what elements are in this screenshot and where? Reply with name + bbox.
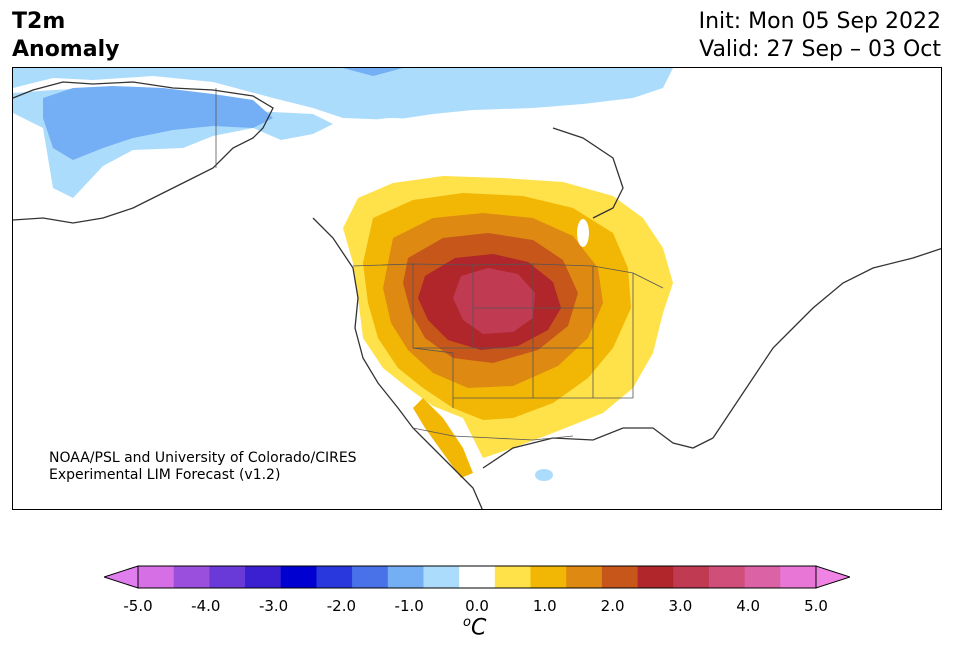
colorbar-tick-label: -4.0 (191, 597, 221, 615)
colorbar-swatch (209, 566, 246, 588)
colorbar-tick-label: 2.0 (600, 597, 625, 615)
colorbar-swatch (494, 566, 532, 588)
political-borders (215, 88, 664, 441)
title-line1: T2m (12, 9, 66, 34)
colorbar-tick-label: -3.0 (258, 597, 289, 615)
cool-region-outer (13, 68, 673, 120)
cool-region-canada-core (343, 68, 403, 76)
cool-anomaly-layer (13, 68, 673, 481)
colorbar-over-arrow (815, 565, 850, 589)
cool-spot-gulf (535, 469, 553, 481)
lake-winnipeg (577, 219, 589, 247)
colorbar-swatch (708, 566, 746, 588)
colorbar-swatch (423, 566, 460, 588)
lakes (371, 118, 589, 247)
colorbar-unit: oC (463, 615, 486, 640)
map-title: T2m Anomaly (12, 8, 119, 64)
colorbar-tick-label: -1.0 (394, 597, 424, 615)
init-date: Init: Mon 05 Sep 2022 (698, 9, 941, 34)
coastline-west-us (312, 217, 483, 509)
colorbar-tick-label: 4.0 (736, 597, 761, 615)
unit-letter: C (470, 615, 487, 641)
colorbar-under-arrow (104, 565, 139, 589)
colorbar-swatches (138, 566, 817, 588)
colorbar-swatch (173, 566, 210, 588)
colorbar-swatch (387, 566, 424, 588)
colorbar-tick-label: 3.0 (668, 597, 693, 615)
cool-region-alaska-core (43, 86, 273, 160)
colorbar-swatch (245, 566, 282, 588)
colorbar-swatch (316, 566, 353, 588)
map-canvas (13, 68, 941, 509)
credit-line1: NOAA/PSL and University of Colorado/CIRE… (49, 450, 357, 466)
colorbar-swatch (138, 566, 175, 588)
colorbar-swatch (744, 566, 781, 588)
title-line2: Anomaly (12, 37, 120, 62)
colorbar-swatch (280, 566, 317, 588)
valid-date: Valid: 27 Sep – 03 Oct (699, 37, 941, 62)
colorbar-swatch (637, 566, 674, 588)
colorbar-tick-label: -2.0 (326, 597, 357, 615)
colorbar-tick-label: 0.0 (465, 597, 489, 615)
colorbar-tick-label: 5.0 (804, 597, 828, 615)
warm-tail-baja (413, 398, 473, 478)
colorbar-tick-label: -5.0 (123, 597, 153, 615)
colorbar-swatch (780, 566, 817, 588)
colorbar-swatch (459, 566, 496, 588)
forecast-dates: Init: Mon 05 Sep 2022 Valid: 27 Sep – 03… (699, 8, 941, 64)
colorbar-swatch (352, 566, 389, 588)
credit-text: NOAA/PSL and University of Colorado/CIRE… (49, 450, 357, 484)
warm-contour-3p5 (453, 268, 535, 334)
great-slave-lake (371, 118, 415, 128)
colorbar (104, 565, 850, 589)
colorbar-tick-label: 1.0 (532, 597, 557, 615)
unit-superscript: o (463, 615, 471, 630)
colorbar-swatch (673, 566, 710, 588)
credit-line2: Experimental LIM Forecast (v1.2) (49, 467, 281, 483)
state-borders (412, 264, 634, 408)
coastline-gulf (482, 427, 714, 469)
coastline-hudson (552, 127, 624, 219)
coastlines (13, 81, 941, 509)
border-us-mexico (412, 427, 574, 441)
colorbar-swatch (566, 566, 603, 588)
warm-anomaly-layer (343, 176, 673, 478)
anomaly-map (12, 67, 942, 510)
colorbar-swatch (601, 566, 639, 588)
colorbar-swatch (530, 566, 567, 588)
coastline-pacific (13, 81, 274, 224)
colorbar-outline (137, 565, 817, 589)
coastline-east (712, 247, 941, 439)
